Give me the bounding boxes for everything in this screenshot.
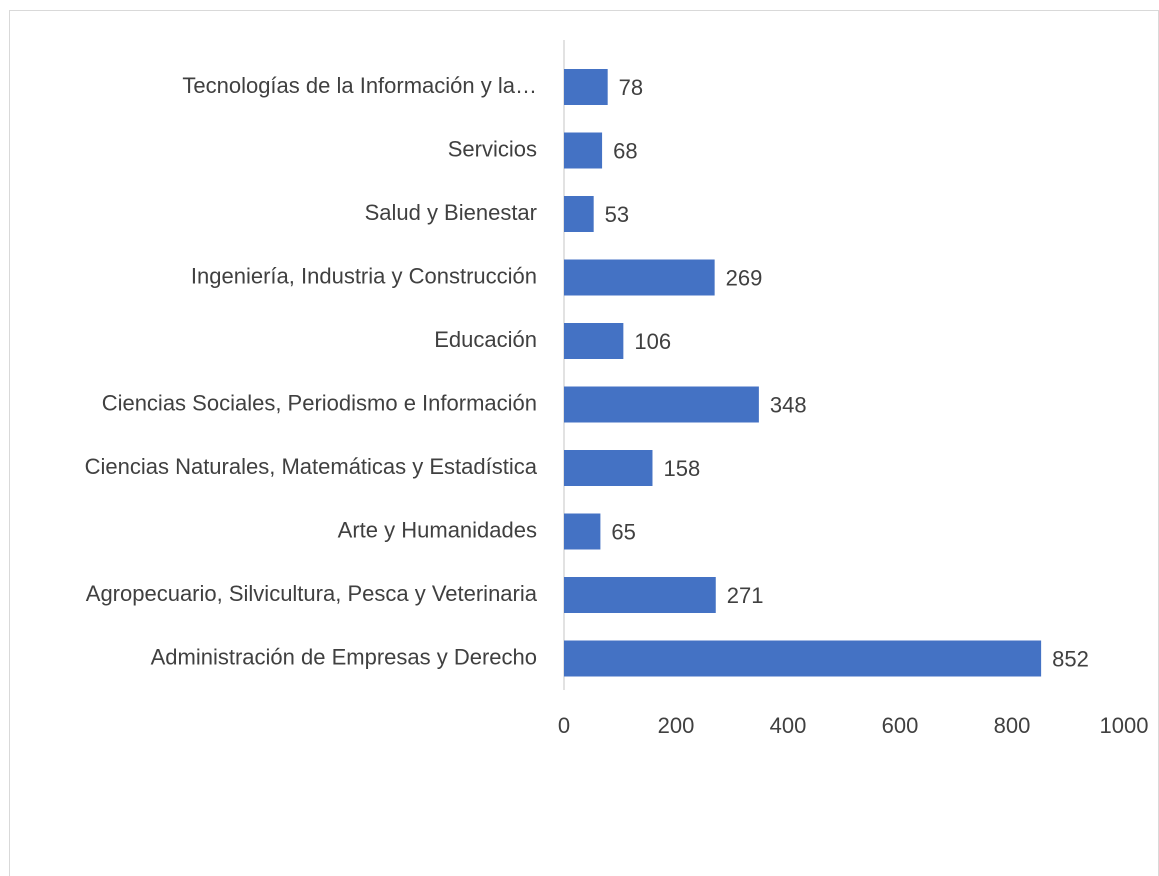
y-tick-label: Tecnologías de la Información y la… (182, 73, 537, 98)
bar (564, 259, 715, 296)
y-tick-label: Servicios (448, 136, 537, 161)
data-label: 53 (605, 202, 629, 227)
y-tick-label: Ingeniería, Industria y Construcción (191, 263, 537, 288)
y-tick-label: Administración de Empresas y Derecho (151, 644, 537, 669)
bar (564, 386, 759, 423)
data-label: 65 (611, 519, 635, 544)
x-tick-label: 0 (558, 713, 570, 738)
bar (564, 132, 603, 169)
data-label: 68 (613, 138, 637, 163)
bar (564, 577, 716, 613)
data-label: 269 (726, 265, 763, 290)
y-tick-label: Salud y Bienestar (365, 200, 537, 225)
bar (564, 69, 608, 105)
bar (564, 323, 624, 359)
x-tick-label: 400 (770, 713, 807, 738)
x-tick-label: 800 (994, 713, 1031, 738)
y-tick-label: Agropecuario, Silvicultura, Pesca y Vete… (86, 581, 538, 606)
data-label: 158 (663, 456, 700, 481)
data-label: 78 (619, 75, 643, 100)
y-tick-label: Ciencias Sociales, Periodismo e Informac… (102, 390, 537, 415)
x-tick-label: 200 (658, 713, 695, 738)
bar (564, 196, 594, 232)
bar (564, 513, 601, 550)
bar (564, 640, 1042, 677)
bar (564, 450, 653, 486)
y-tick-label: Arte y Humanidades (338, 517, 537, 542)
data-label: 271 (727, 583, 764, 608)
data-label: 852 (1052, 646, 1089, 671)
y-tick-label: Ciencias Naturales, Matemáticas y Estadí… (85, 454, 538, 479)
x-tick-label: 600 (882, 713, 919, 738)
data-label: 348 (770, 392, 807, 417)
data-label: 106 (634, 329, 671, 354)
x-tick-label: 1000 (1100, 713, 1149, 738)
y-tick-label: Educación (434, 327, 537, 352)
